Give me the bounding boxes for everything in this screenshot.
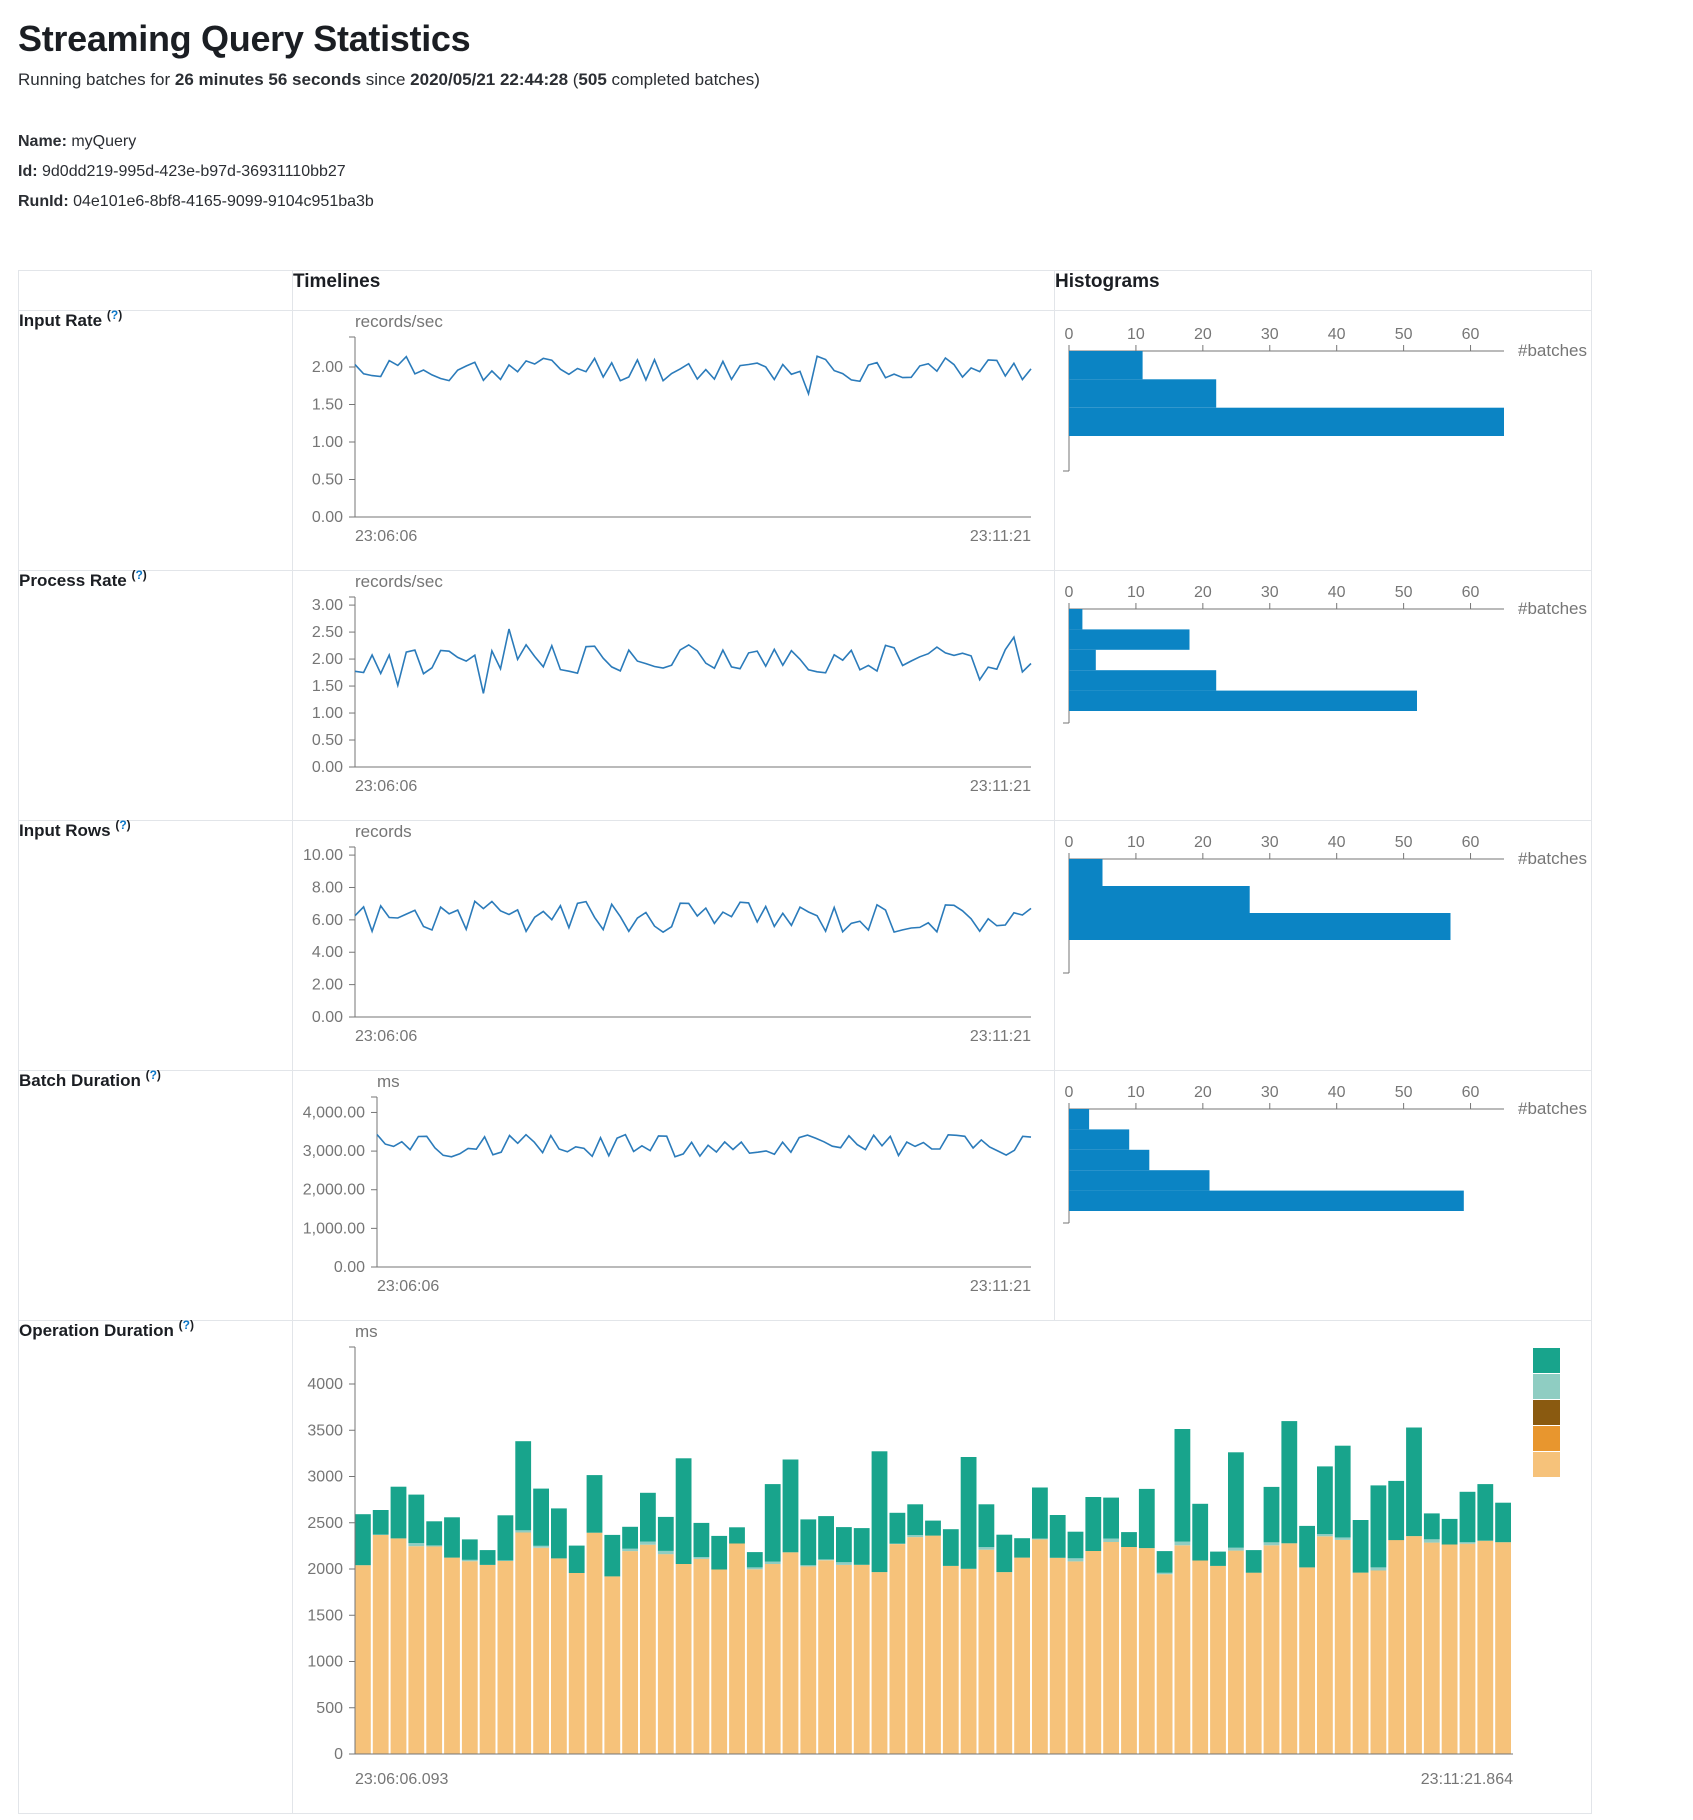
svg-text:23:11:21: 23:11:21	[970, 1028, 1031, 1045]
svg-text:records/sec: records/sec	[355, 312, 443, 331]
svg-text:3.00: 3.00	[312, 597, 343, 614]
svg-text:23:11:21.864: 23:11:21.864	[1421, 1771, 1513, 1788]
svg-text:1.00: 1.00	[312, 705, 343, 722]
svg-text:0.00: 0.00	[312, 1009, 343, 1026]
svg-text:records: records	[355, 822, 412, 841]
svg-text:8.00: 8.00	[312, 879, 343, 896]
svg-text:records/sec: records/sec	[355, 572, 443, 591]
svg-text:0.50: 0.50	[312, 472, 343, 489]
svg-text:40: 40	[1328, 1084, 1346, 1101]
svg-text:1,000.00: 1,000.00	[303, 1220, 365, 1237]
svg-text:20: 20	[1194, 1084, 1212, 1101]
svg-text:20: 20	[1194, 326, 1212, 343]
svg-text:10: 10	[1127, 834, 1145, 851]
svg-text:0: 0	[1065, 834, 1074, 851]
svg-text:0: 0	[1065, 584, 1074, 601]
svg-text:23:06:06.093: 23:06:06.093	[355, 1771, 449, 1788]
svg-text:30: 30	[1261, 1084, 1279, 1101]
svg-text:23:11:21: 23:11:21	[970, 1278, 1031, 1295]
svg-text:#batches: #batches	[1518, 341, 1587, 360]
svg-text:0: 0	[1065, 1084, 1074, 1101]
svg-text:10: 10	[1127, 326, 1145, 343]
svg-text:2.00: 2.00	[312, 651, 343, 668]
svg-text:60: 60	[1462, 326, 1480, 343]
svg-text:40: 40	[1328, 584, 1346, 601]
svg-text:4.00: 4.00	[312, 944, 343, 961]
svg-text:3,000.00: 3,000.00	[303, 1143, 365, 1160]
svg-text:1500: 1500	[307, 1607, 343, 1624]
svg-text:2,000.00: 2,000.00	[303, 1182, 365, 1199]
svg-text:30: 30	[1261, 834, 1279, 851]
svg-text:4000: 4000	[307, 1376, 343, 1393]
svg-text:20: 20	[1194, 584, 1212, 601]
svg-text:0: 0	[1065, 326, 1074, 343]
svg-text:40: 40	[1328, 326, 1346, 343]
svg-text:1.50: 1.50	[312, 397, 343, 414]
svg-text:1.00: 1.00	[312, 434, 343, 451]
svg-text:50: 50	[1395, 326, 1413, 343]
svg-text:2.50: 2.50	[312, 624, 343, 641]
svg-text:60: 60	[1462, 834, 1480, 851]
svg-text:#batches: #batches	[1518, 1099, 1587, 1118]
svg-text:23:06:06: 23:06:06	[355, 1028, 417, 1045]
svg-text:50: 50	[1395, 584, 1413, 601]
svg-text:0: 0	[334, 1746, 343, 1763]
svg-text:60: 60	[1462, 1084, 1480, 1101]
svg-text:23:06:06: 23:06:06	[377, 1278, 439, 1295]
svg-text:3500: 3500	[307, 1422, 343, 1439]
svg-text:23:06:06: 23:06:06	[355, 778, 417, 795]
svg-text:2.00: 2.00	[312, 359, 343, 376]
svg-text:500: 500	[316, 1700, 343, 1717]
svg-text:4,000.00: 4,000.00	[303, 1104, 365, 1121]
svg-text:1000: 1000	[307, 1654, 343, 1671]
svg-text:10: 10	[1127, 1084, 1145, 1101]
svg-text:0.50: 0.50	[312, 732, 343, 749]
svg-text:0.00: 0.00	[312, 509, 343, 526]
svg-text:23:06:06: 23:06:06	[355, 528, 417, 545]
svg-text:10: 10	[1127, 584, 1145, 601]
svg-text:0.00: 0.00	[312, 759, 343, 776]
svg-text:0.00: 0.00	[334, 1259, 365, 1276]
svg-text:10.00: 10.00	[303, 847, 343, 864]
svg-text:6.00: 6.00	[312, 912, 343, 929]
svg-text:2500: 2500	[307, 1515, 343, 1532]
svg-text:ms: ms	[355, 1322, 378, 1341]
svg-text:#batches: #batches	[1518, 849, 1587, 868]
svg-text:2000: 2000	[307, 1561, 343, 1578]
svg-text:23:11:21: 23:11:21	[970, 528, 1031, 545]
svg-text:2.00: 2.00	[312, 977, 343, 994]
svg-text:1.50: 1.50	[312, 678, 343, 695]
svg-text:#batches: #batches	[1518, 599, 1587, 618]
svg-text:23:11:21: 23:11:21	[970, 778, 1031, 795]
svg-text:3000: 3000	[307, 1469, 343, 1486]
svg-text:60: 60	[1462, 584, 1480, 601]
svg-text:20: 20	[1194, 834, 1212, 851]
svg-text:40: 40	[1328, 834, 1346, 851]
svg-text:50: 50	[1395, 834, 1413, 851]
svg-text:30: 30	[1261, 584, 1279, 601]
svg-text:50: 50	[1395, 1084, 1413, 1101]
svg-text:ms: ms	[377, 1072, 400, 1091]
svg-text:30: 30	[1261, 326, 1279, 343]
